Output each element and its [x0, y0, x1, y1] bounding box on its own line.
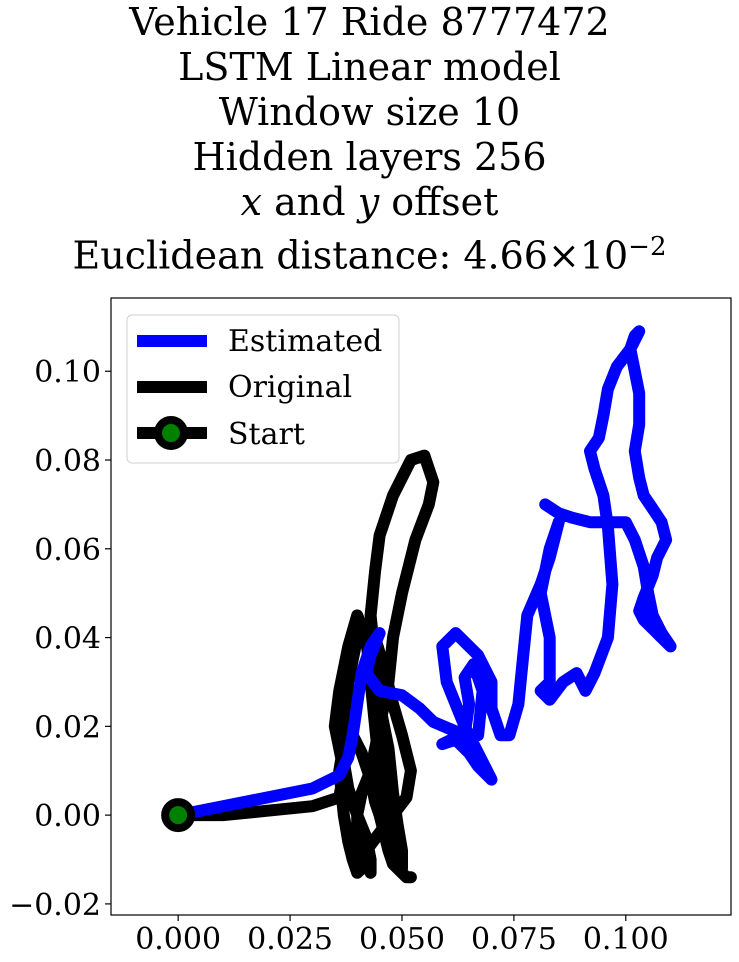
x-tick-label: 0.000 [135, 922, 221, 957]
title-var-y: y [357, 180, 380, 224]
y-tick-label: 0.10 [34, 355, 101, 390]
legend-label-estimated: Estimated [228, 324, 382, 359]
title-offset: offset [379, 180, 499, 224]
y-tick-label: 0.02 [34, 710, 101, 745]
start-marker [161, 798, 196, 833]
x-tick-label: 0.075 [471, 922, 557, 957]
title-line-3: Window size 10 [218, 90, 521, 134]
title-distance-prefix: Euclidean distance: [72, 233, 464, 278]
x-tick-label: 0.025 [247, 922, 333, 957]
chart-title: Vehicle 17 Ride 8777472 LSTM Linear mode… [0, 0, 739, 279]
ticks-layer: 0.000 0.025 0.050 0.075 0.100 −0.02 0.00 0.02 0.… [9, 355, 669, 957]
series-line-original [172, 449, 440, 884]
y-tick-label: 0.08 [34, 444, 101, 479]
x-tick-label: 0.100 [583, 922, 669, 957]
legend-label-original: Original [228, 370, 352, 405]
legend-label-start: Start [228, 417, 305, 452]
legend-box [126, 314, 400, 464]
title-distance-exponent: −2 [628, 232, 667, 262]
title-and: and [262, 180, 358, 224]
title-line-5: x and y offset [0, 180, 739, 225]
y-tick-label: 0.00 [34, 799, 101, 834]
legend-swatch-start-marker [154, 416, 188, 450]
title-distance-mantissa: 4.66 [463, 233, 548, 278]
title-line-6: Euclidean distance: 4.66×10−2 [0, 225, 739, 279]
title-line-4: Hidden layers 256 [192, 135, 547, 179]
axes-frame [110, 297, 732, 916]
title-distance-base: 10 [579, 233, 629, 278]
series-line-estimated [172, 325, 677, 822]
y-tick-label: 0.04 [34, 622, 101, 657]
title-line-1: Vehicle 17 Ride 8777472 [129, 0, 610, 44]
title-distance-times: × [547, 233, 580, 278]
title-line-2: LSTM Linear model [178, 45, 561, 89]
series-layer [161, 325, 677, 884]
title-var-x: x [240, 180, 263, 224]
y-tick-label: −0.02 [9, 888, 101, 923]
y-tick-label: 0.06 [34, 533, 101, 568]
legend: Estimated Original Start [126, 314, 400, 464]
x-tick-label: 0.050 [359, 922, 445, 957]
